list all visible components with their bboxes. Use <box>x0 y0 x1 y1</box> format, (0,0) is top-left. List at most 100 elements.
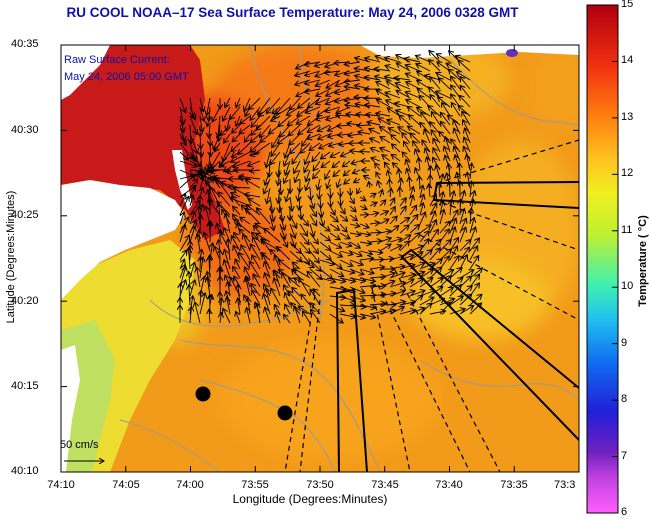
current-vector <box>420 203 423 216</box>
current-vector <box>464 137 471 153</box>
colorbar-tick-label: 13 <box>621 111 634 123</box>
current-vector <box>379 273 395 279</box>
current-vector <box>391 154 401 162</box>
current-vector <box>398 127 411 135</box>
current-vector <box>269 160 270 177</box>
current-vector <box>220 313 221 324</box>
current-vector <box>416 64 431 72</box>
current-vector <box>292 287 301 297</box>
current-vector <box>389 291 405 297</box>
current-vector <box>396 63 411 72</box>
current-vector <box>233 206 241 216</box>
current-vector <box>190 307 192 324</box>
current-vector <box>320 196 321 208</box>
y-tick-label: 40:25 <box>11 209 39 221</box>
colorbar-tick-label: 6 <box>621 506 628 518</box>
current-vector <box>458 60 471 72</box>
current-vector <box>189 248 191 270</box>
current-vector <box>350 151 361 152</box>
current-vector <box>285 160 291 175</box>
current-vector <box>189 226 195 243</box>
current-vector <box>407 106 421 117</box>
current-vector <box>349 224 360 226</box>
current-vector <box>405 65 421 72</box>
current-vector <box>218 192 231 207</box>
current-vector <box>257 304 260 324</box>
current-vector <box>342 160 351 167</box>
current-vector <box>376 82 391 90</box>
current-vector <box>189 115 197 135</box>
current-vector <box>245 106 251 117</box>
current-vector <box>337 178 340 188</box>
current-vector <box>399 225 409 234</box>
legend-line-2: May 24, 2006 05:00 GMT <box>64 71 189 83</box>
current-vector <box>329 278 346 282</box>
current-vector <box>309 241 318 254</box>
current-vector <box>340 196 341 206</box>
current-vector <box>207 97 210 115</box>
current-vector <box>269 205 274 222</box>
current-vector <box>369 182 371 189</box>
current-vector <box>438 78 451 90</box>
current-vector <box>276 97 291 114</box>
current-vector <box>409 308 425 315</box>
current-vector <box>179 160 197 167</box>
current-vector <box>369 241 382 242</box>
station-dot <box>277 405 293 421</box>
x-tick-label: 73:50 <box>306 479 334 491</box>
current-vector <box>389 239 402 243</box>
current-vector <box>189 151 197 162</box>
current-vector <box>199 293 205 315</box>
current-vector <box>227 297 230 315</box>
current-vector <box>319 241 331 250</box>
current-vector <box>370 138 381 144</box>
current-vector <box>359 206 367 209</box>
current-vector <box>390 198 395 207</box>
current-vector <box>359 285 376 287</box>
x-tick-label: 73:3 <box>554 479 576 491</box>
current-vector <box>207 115 210 127</box>
current-vector <box>451 103 461 117</box>
current-vector <box>409 252 423 261</box>
current-vector <box>265 169 271 185</box>
current-vector <box>231 193 241 198</box>
current-vector <box>376 113 391 116</box>
current-vector <box>287 115 301 126</box>
current-vector <box>436 91 451 99</box>
current-vector <box>396 90 411 99</box>
current-vector <box>339 214 348 221</box>
current-vector <box>245 180 261 189</box>
current-vector <box>409 290 425 297</box>
current-vector <box>305 151 311 164</box>
current-vector <box>431 112 441 126</box>
current-vector <box>369 193 376 197</box>
current-vector <box>224 133 231 143</box>
current-vector <box>448 69 461 81</box>
current-vector <box>469 274 480 288</box>
current-vector <box>189 280 195 297</box>
current-vector <box>417 89 431 99</box>
current-vector <box>459 255 467 270</box>
current-vector <box>306 169 311 182</box>
current-vector <box>449 268 462 279</box>
current-vector <box>460 85 471 99</box>
current-vector <box>459 218 466 234</box>
current-vector <box>189 160 201 166</box>
current-vector <box>359 233 371 235</box>
current-vector <box>231 151 251 162</box>
current-vector <box>359 278 375 281</box>
current-vector <box>304 89 321 92</box>
current-vector <box>326 79 341 88</box>
current-vector <box>380 148 391 152</box>
current-vector <box>307 271 321 288</box>
current-vector <box>267 187 270 204</box>
current-vector <box>320 205 322 217</box>
current-vector <box>408 115 421 126</box>
current-vector <box>344 179 351 184</box>
current-vector <box>396 110 411 117</box>
current-vector <box>340 187 341 197</box>
current-vector <box>284 151 291 166</box>
current-vector <box>294 306 301 324</box>
current-vector <box>319 268 332 279</box>
x-tick-label: 73:45 <box>371 479 399 491</box>
